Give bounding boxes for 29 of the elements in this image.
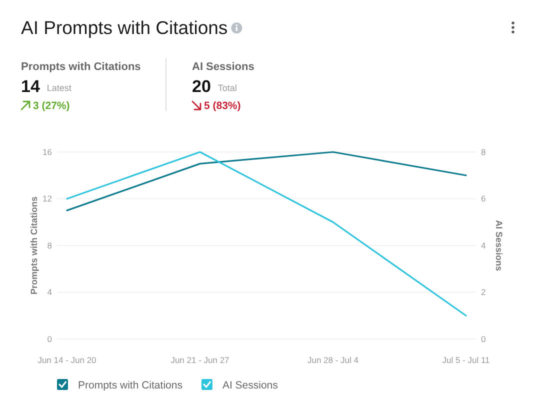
y-axis-title: Prompts with Citations (29, 196, 39, 295)
text: AI Sessions (192, 61, 254, 73)
y2-tick-label: 0 (481, 334, 486, 344)
text: Total (218, 83, 237, 93)
text: 20 (192, 77, 211, 96)
legend-label: AI Sessions (222, 380, 278, 392)
text: 5 (83%) (204, 100, 241, 112)
y-tick-label: 0 (47, 334, 52, 344)
legend-label: Prompts with Citations (78, 380, 182, 392)
text: 3 (27%) (33, 100, 70, 112)
x-tick-label: Jul 5 - Jul 11 (442, 355, 490, 365)
y-tick-label: 16 (42, 146, 52, 157)
y-tick-label: 12 (42, 194, 52, 204)
x-tick-label: Jun 21 - Jun 27 (170, 355, 230, 365)
x-tick-label: Jun 28 - Jul 4 (307, 355, 359, 365)
text: AI Prompts with Citations (21, 17, 228, 38)
line-series (66, 151, 467, 316)
y-tick-label: 8 (47, 240, 52, 250)
y-tick-label: 4 (47, 287, 52, 298)
y2-axis-title: AI Sessions (494, 220, 504, 272)
line-series (66, 151, 467, 212)
y2-tick-label: 2 (481, 287, 486, 298)
y2-tick-label: 6 (481, 194, 486, 204)
text: Prompts with Citations (21, 61, 141, 73)
y2-tick-label: 8 (481, 146, 486, 157)
x-tick-label: Jun 14 - Jun 20 (38, 355, 97, 365)
text: Latest (46, 83, 72, 93)
text: 14 (21, 77, 40, 96)
y2-tick-label: 4 (481, 240, 486, 250)
